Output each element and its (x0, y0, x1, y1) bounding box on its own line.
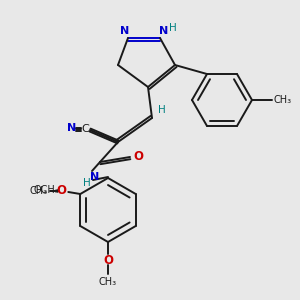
Text: H: H (158, 105, 166, 115)
Text: N: N (159, 26, 169, 36)
Text: N: N (90, 172, 100, 182)
Text: N: N (68, 123, 76, 133)
Text: CH₃: CH₃ (29, 186, 47, 196)
Text: O: O (56, 184, 66, 196)
Text: H: H (83, 178, 91, 188)
Text: N: N (120, 26, 130, 36)
Text: OCH₃: OCH₃ (33, 185, 59, 195)
Text: C: C (81, 124, 89, 134)
Text: H: H (169, 23, 177, 33)
Text: CH₃: CH₃ (99, 277, 117, 287)
Text: O: O (103, 254, 113, 268)
Text: CH₃: CH₃ (274, 95, 292, 105)
Text: O: O (133, 151, 143, 164)
